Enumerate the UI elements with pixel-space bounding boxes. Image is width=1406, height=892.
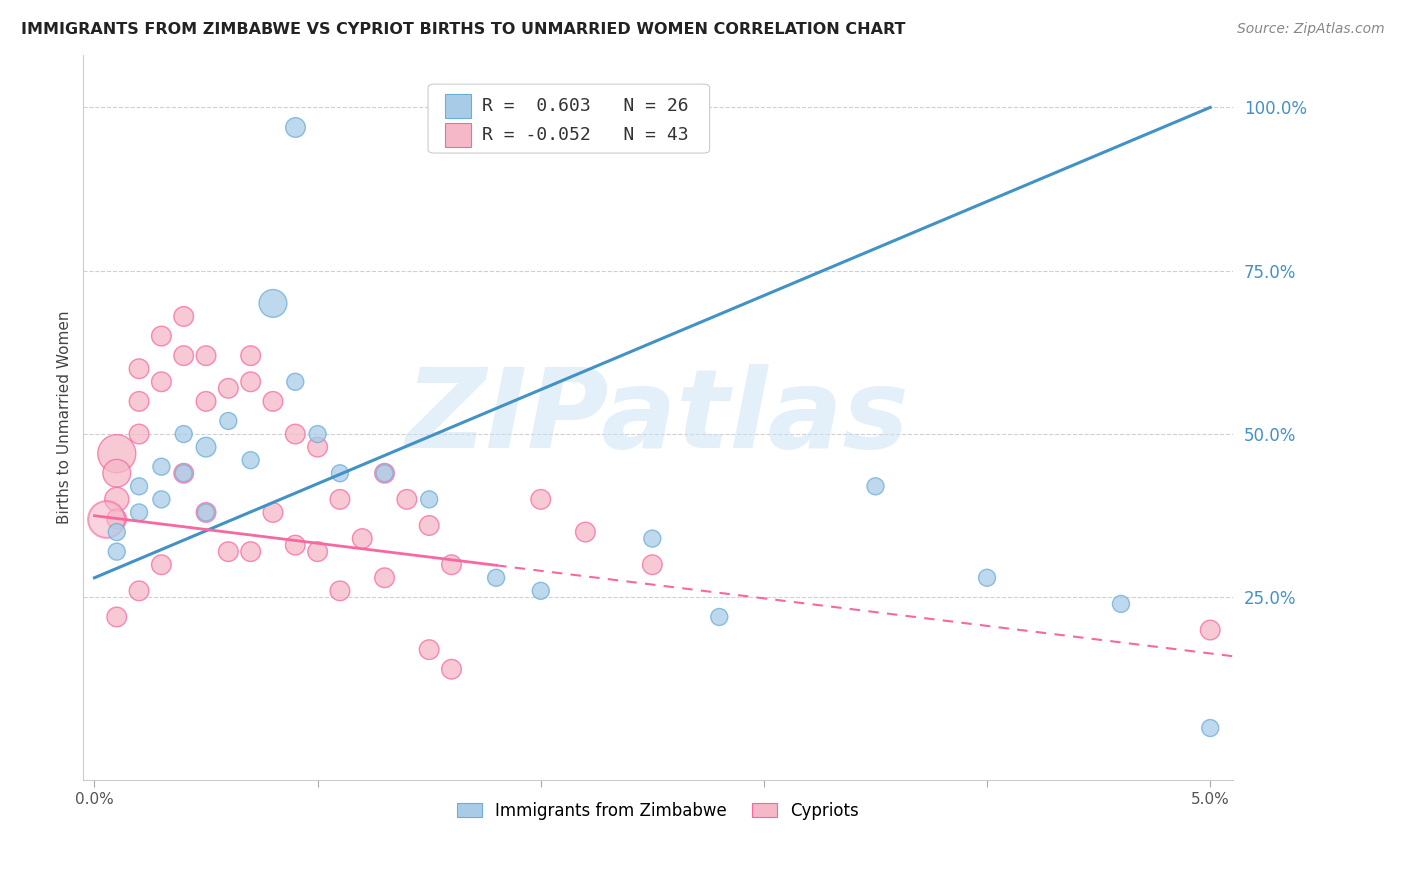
Point	[195, 505, 218, 519]
Point	[374, 571, 396, 585]
Legend: Immigrants from Zimbabwe, Cypriots: Immigrants from Zimbabwe, Cypriots	[450, 795, 866, 826]
Point	[128, 479, 150, 493]
Point	[217, 414, 239, 428]
Text: IMMIGRANTS FROM ZIMBABWE VS CYPRIOT BIRTHS TO UNMARRIED WOMEN CORRELATION CHART: IMMIGRANTS FROM ZIMBABWE VS CYPRIOT BIRT…	[21, 22, 905, 37]
Point	[105, 512, 128, 526]
Point	[307, 544, 329, 558]
Point	[307, 440, 329, 454]
Point	[976, 571, 998, 585]
Text: R =  0.603   N = 26: R = 0.603 N = 26	[482, 97, 689, 115]
Point	[1199, 623, 1222, 637]
Point	[128, 361, 150, 376]
Point	[262, 296, 284, 310]
Point	[329, 467, 352, 481]
Point	[440, 662, 463, 676]
Point	[374, 467, 396, 481]
Point	[329, 492, 352, 507]
Point	[395, 492, 418, 507]
Point	[641, 532, 664, 546]
Point	[128, 394, 150, 409]
Point	[307, 427, 329, 442]
Point	[195, 505, 218, 519]
Point	[1109, 597, 1132, 611]
Point	[128, 505, 150, 519]
Point	[530, 583, 553, 598]
Point	[865, 479, 887, 493]
Point	[173, 467, 195, 481]
Point	[173, 467, 195, 481]
Point	[284, 120, 307, 134]
Point	[239, 453, 262, 467]
Point	[284, 375, 307, 389]
Point	[239, 544, 262, 558]
Point	[217, 381, 239, 395]
Point	[150, 375, 173, 389]
Point	[195, 440, 218, 454]
Point	[94, 512, 117, 526]
Point	[105, 467, 128, 481]
Point	[284, 538, 307, 552]
Point	[173, 349, 195, 363]
Point	[418, 518, 440, 533]
Point	[709, 610, 731, 624]
Point	[195, 349, 218, 363]
Point	[128, 427, 150, 442]
Point	[1199, 721, 1222, 735]
Point	[641, 558, 664, 572]
Point	[440, 558, 463, 572]
Point	[329, 583, 352, 598]
Point	[374, 467, 396, 481]
Point	[262, 505, 284, 519]
Point	[173, 427, 195, 442]
Point	[418, 492, 440, 507]
Point	[418, 642, 440, 657]
Point	[150, 329, 173, 343]
Point	[195, 394, 218, 409]
Point	[239, 375, 262, 389]
Point	[239, 349, 262, 363]
Point	[150, 492, 173, 507]
FancyBboxPatch shape	[427, 84, 710, 153]
Point	[105, 492, 128, 507]
Point	[128, 583, 150, 598]
Point	[574, 524, 596, 539]
Point	[150, 459, 173, 474]
Point	[173, 310, 195, 324]
Point	[217, 544, 239, 558]
Bar	[446, 95, 471, 118]
Point	[530, 492, 553, 507]
Point	[150, 558, 173, 572]
Point	[105, 610, 128, 624]
Point	[262, 394, 284, 409]
Y-axis label: Births to Unmarried Women: Births to Unmarried Women	[58, 311, 72, 524]
Point	[105, 447, 128, 461]
Text: R = -0.052   N = 43: R = -0.052 N = 43	[482, 126, 689, 144]
Point	[352, 532, 374, 546]
Text: ZIPatlas: ZIPatlas	[406, 364, 910, 471]
Bar	[446, 123, 471, 146]
Text: Source: ZipAtlas.com: Source: ZipAtlas.com	[1237, 22, 1385, 37]
Point	[284, 427, 307, 442]
Point	[105, 524, 128, 539]
Point	[485, 571, 508, 585]
Point	[105, 544, 128, 558]
